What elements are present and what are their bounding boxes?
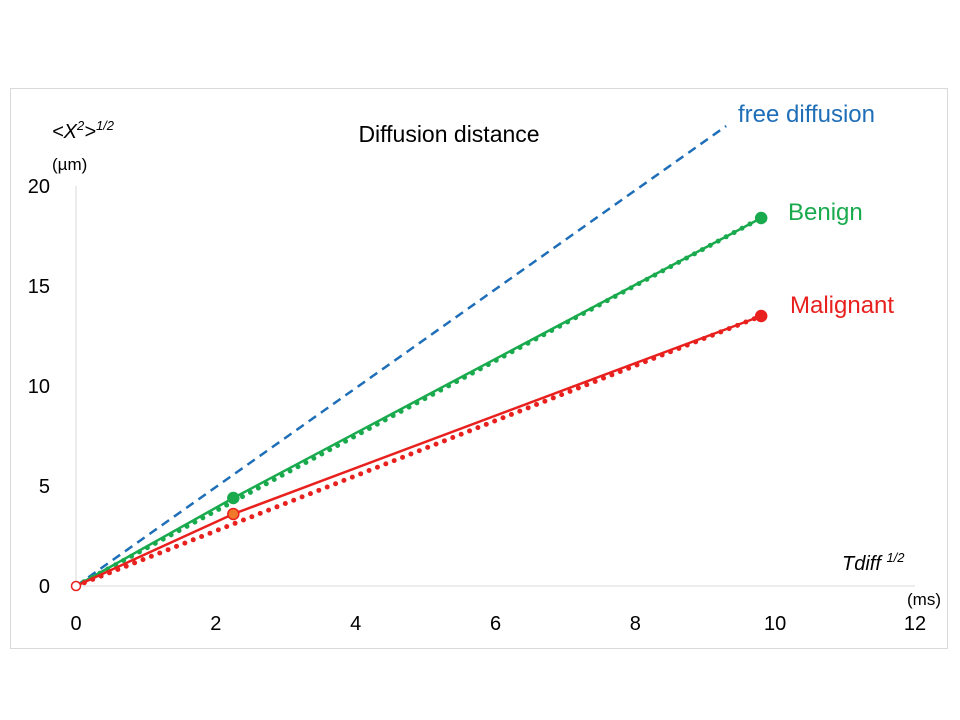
x-tick-label: 0: [70, 613, 81, 635]
chart-frame: [10, 88, 948, 649]
malignant-fit-line: [73, 313, 764, 589]
tick-labels: 0 2 4 6 8 10 12 0 5 10 15 20: [28, 176, 926, 635]
y-axis-label-mid: >: [84, 121, 96, 143]
x-tick-label: 10: [764, 613, 786, 635]
y-tick-label: 0: [39, 576, 50, 598]
malignant-point: [754, 309, 768, 323]
y-tick-label: 15: [28, 276, 50, 298]
free-diffusion-label: free diffusion: [738, 101, 875, 128]
x-tick-label: 12: [904, 613, 926, 635]
x-axis-label-main: Tdiff: [842, 553, 886, 575]
malignant-point: [227, 507, 240, 521]
x-tick-label: 2: [210, 613, 221, 635]
y-tick-label: 20: [28, 176, 50, 198]
y-axis-label-sup1: 2: [76, 118, 85, 133]
chart-title: Diffusion distance: [358, 121, 539, 147]
y-axis-unit: (µm): [52, 155, 87, 174]
benign-point: [754, 211, 768, 225]
benign-point: [227, 491, 240, 505]
x-axis-label: Tdiff 1/2: [842, 550, 905, 575]
y-axis-label: <X2>1/2: [52, 118, 115, 143]
series-labels: free diffusion Benign Malignant: [738, 101, 894, 319]
x-axis-unit: (ms): [907, 590, 941, 609]
x-tick-label: 4: [350, 613, 361, 635]
y-axis-label-main: <X: [52, 121, 78, 143]
x-tick-label: 8: [630, 613, 641, 635]
benign-label: Benign: [788, 199, 863, 226]
x-axis-label-sup: 1/2: [886, 550, 905, 565]
y-axis-label-sup2: 1/2: [96, 118, 115, 133]
series-layer: [70, 124, 768, 592]
free-diffusion-line: [75, 124, 727, 588]
x-tick-label: 6: [490, 613, 501, 635]
y-tick-label: 10: [28, 376, 50, 398]
y-tick-label: 5: [39, 476, 50, 498]
origin-point: [70, 580, 82, 592]
malignant-label: Malignant: [790, 292, 894, 319]
